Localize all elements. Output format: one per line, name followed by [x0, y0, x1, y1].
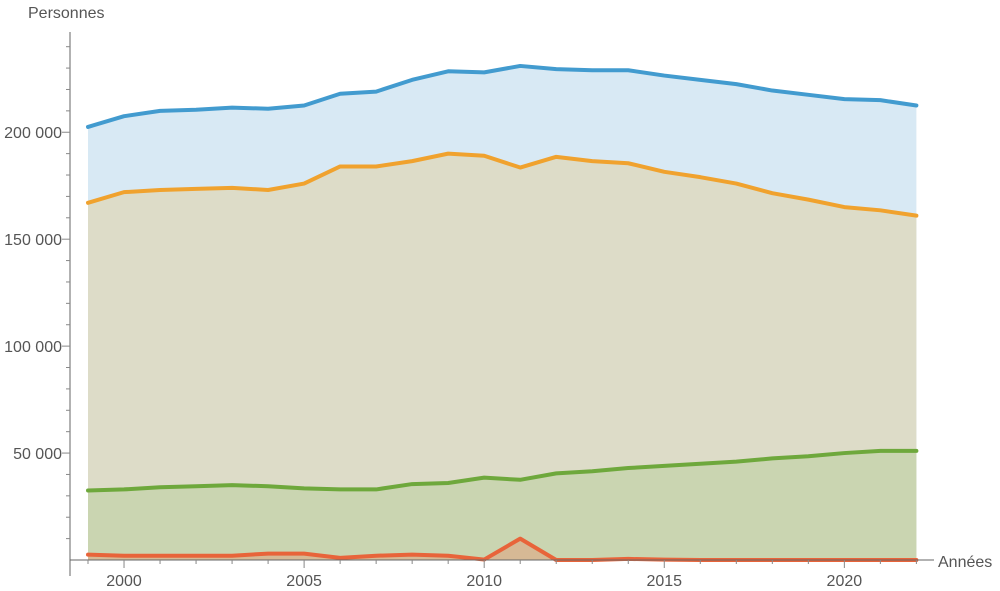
area-fill-3	[88, 450, 917, 560]
x-tick-label: 2015	[646, 573, 682, 590]
y-tick-label: 200 000	[4, 125, 62, 142]
series-line-3	[86, 448, 919, 493]
ticks: 2000 2005 2010 2015 2020 50 000 100 000 150 000…	[4, 46, 917, 590]
series-line-2	[86, 151, 919, 218]
x-axis-label: Années	[938, 554, 992, 571]
y-tick-label: 100 000	[4, 339, 62, 356]
x-tick-label: 2005	[286, 573, 322, 590]
axes	[69, 32, 934, 576]
area-fill-2	[88, 153, 917, 560]
x-tick-label: 2000	[106, 573, 142, 590]
series-line-1	[86, 63, 919, 129]
y-axis-label: Personnes	[28, 5, 105, 22]
y-tick-label: 150 000	[4, 232, 62, 249]
y-tick-label: 50 000	[13, 446, 62, 463]
x-tick-label: 2020	[827, 573, 863, 590]
x-tick-label: 2010	[466, 573, 502, 590]
